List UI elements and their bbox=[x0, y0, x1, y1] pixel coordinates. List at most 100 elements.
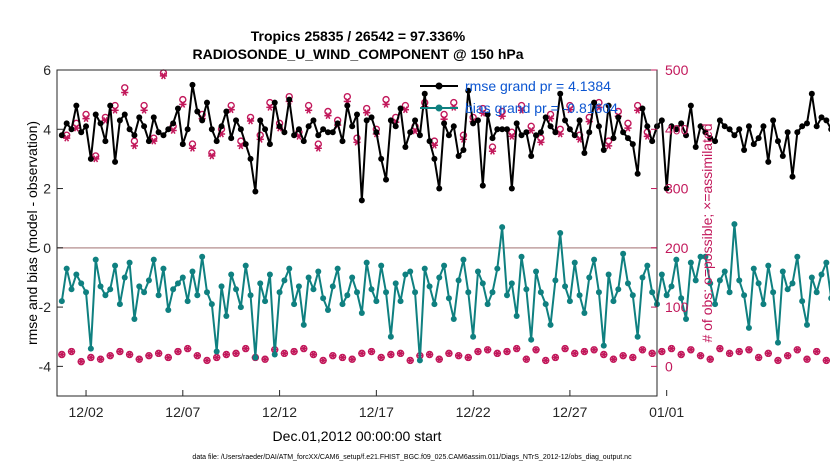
bias-point bbox=[68, 286, 75, 293]
y-axis-label: rmse and bias (model - observation) bbox=[24, 121, 40, 345]
bias-point bbox=[692, 277, 699, 284]
bias-point bbox=[726, 289, 733, 296]
obs-assimilated-marker bbox=[793, 346, 801, 354]
bias-point bbox=[765, 262, 772, 269]
bias-point bbox=[523, 286, 530, 293]
obs-assimilated-marker bbox=[106, 352, 114, 360]
obs-assimilated-marker-stroke bbox=[98, 355, 103, 363]
obs-assimilated-marker bbox=[222, 351, 230, 359]
bias-point bbox=[334, 265, 341, 272]
rmse-point bbox=[721, 123, 728, 130]
rmse-point bbox=[755, 135, 762, 142]
rmse-point bbox=[233, 117, 240, 124]
bias-point bbox=[295, 283, 302, 290]
obs-assimilated-marker bbox=[784, 352, 792, 360]
obs-assimilated-marker-stroke bbox=[228, 106, 234, 114]
obs-assimilated-marker-stroke bbox=[136, 355, 142, 363]
bias-point bbox=[639, 274, 646, 281]
obs-assimilated-marker-stroke bbox=[146, 352, 152, 360]
obs-assimilated-marker-stroke bbox=[644, 132, 650, 140]
obs-assimilated-marker bbox=[116, 348, 124, 356]
rmse-point bbox=[354, 111, 360, 118]
rmse-point bbox=[683, 132, 690, 139]
bias-point bbox=[629, 292, 636, 299]
rmse-point bbox=[112, 158, 119, 165]
rmse-point bbox=[421, 90, 428, 97]
obs-assimilated-marker bbox=[813, 348, 821, 356]
rmse-point bbox=[644, 123, 651, 130]
obs-possible-marker bbox=[179, 95, 187, 104]
bias-point bbox=[363, 259, 370, 266]
bias-point bbox=[92, 256, 99, 263]
bias-point bbox=[750, 265, 757, 272]
rmse-point bbox=[145, 138, 152, 145]
bias-point bbox=[658, 271, 665, 278]
obs-assimilated-marker-stroke bbox=[630, 353, 636, 361]
bias-point bbox=[615, 286, 622, 293]
obs-assimilated-marker-stroke bbox=[620, 352, 626, 360]
bias-point bbox=[213, 348, 220, 355]
rmse-point bbox=[78, 129, 85, 136]
rmse-point bbox=[537, 129, 544, 136]
bias-point bbox=[242, 262, 249, 269]
obs-assimilated-marker bbox=[179, 100, 187, 108]
bias-point bbox=[349, 274, 356, 281]
obs-assimilated-marker-stroke bbox=[102, 116, 108, 124]
rmse-point bbox=[170, 120, 177, 127]
obs-assimilated-marker-stroke bbox=[431, 141, 437, 149]
bias-point bbox=[489, 289, 496, 296]
obs-assimilated-marker bbox=[508, 132, 516, 140]
obs-possible-marker bbox=[556, 125, 564, 133]
bias-point bbox=[808, 274, 815, 281]
obs-assimilated-marker bbox=[261, 355, 269, 363]
obs-assimilated-marker-stroke bbox=[412, 127, 418, 135]
rmse-point bbox=[92, 111, 99, 118]
obs-assimilated-marker bbox=[517, 106, 526, 114]
rmse-point bbox=[228, 135, 235, 142]
rmse-point bbox=[741, 147, 748, 154]
bias-point bbox=[136, 283, 143, 290]
obs-assimilated-marker-stroke bbox=[485, 346, 491, 354]
obs-assimilated-marker-stroke bbox=[369, 348, 374, 356]
bias-point bbox=[189, 268, 196, 275]
obs-assimilated-marker-stroke bbox=[746, 346, 752, 354]
bias-point bbox=[634, 333, 641, 340]
obs-assimilated-marker-stroke bbox=[398, 349, 403, 357]
rmse-point bbox=[184, 126, 191, 133]
obs-assimilated-marker-stroke bbox=[112, 106, 118, 114]
bias-point bbox=[474, 268, 481, 275]
obs-assimilated-marker-stroke bbox=[475, 348, 481, 356]
rmse-point bbox=[736, 126, 743, 133]
obs-assimilated-marker-stroke bbox=[161, 72, 166, 80]
obs-assimilated-marker-stroke bbox=[243, 345, 249, 353]
bias-point bbox=[770, 289, 777, 296]
obs-assimilated-marker bbox=[155, 349, 163, 357]
bias-point bbox=[533, 268, 540, 275]
obs-assimilated-marker bbox=[290, 348, 298, 356]
bias-point bbox=[716, 277, 723, 284]
bias-point bbox=[571, 259, 578, 266]
rmse-point bbox=[765, 158, 772, 165]
bias-point bbox=[368, 286, 375, 293]
bias-point bbox=[581, 310, 588, 317]
bias-point bbox=[774, 339, 781, 346]
rmse-point bbox=[237, 126, 244, 133]
obs-possible-marker bbox=[633, 101, 642, 110]
bias-point bbox=[310, 286, 317, 293]
obs-assimilated-marker-stroke bbox=[446, 349, 452, 357]
obs-assimilated-marker bbox=[96, 355, 105, 363]
obs-assimilated-marker-stroke bbox=[794, 346, 800, 354]
bias-point bbox=[358, 310, 365, 317]
obs-assimilated-marker bbox=[551, 353, 559, 361]
obs-assimilated-marker-stroke bbox=[107, 352, 113, 360]
rmse-point bbox=[576, 117, 583, 124]
obs-assimilated-marker-stroke bbox=[190, 144, 195, 152]
rmse-point bbox=[712, 138, 719, 145]
rmse-point bbox=[412, 117, 419, 124]
bias-point bbox=[683, 315, 690, 322]
bias-point bbox=[170, 286, 177, 293]
rmse-point bbox=[68, 126, 75, 133]
bias-point bbox=[179, 274, 186, 281]
rmse-point bbox=[257, 117, 264, 124]
obs-assimilated-marker-stroke bbox=[340, 353, 345, 361]
